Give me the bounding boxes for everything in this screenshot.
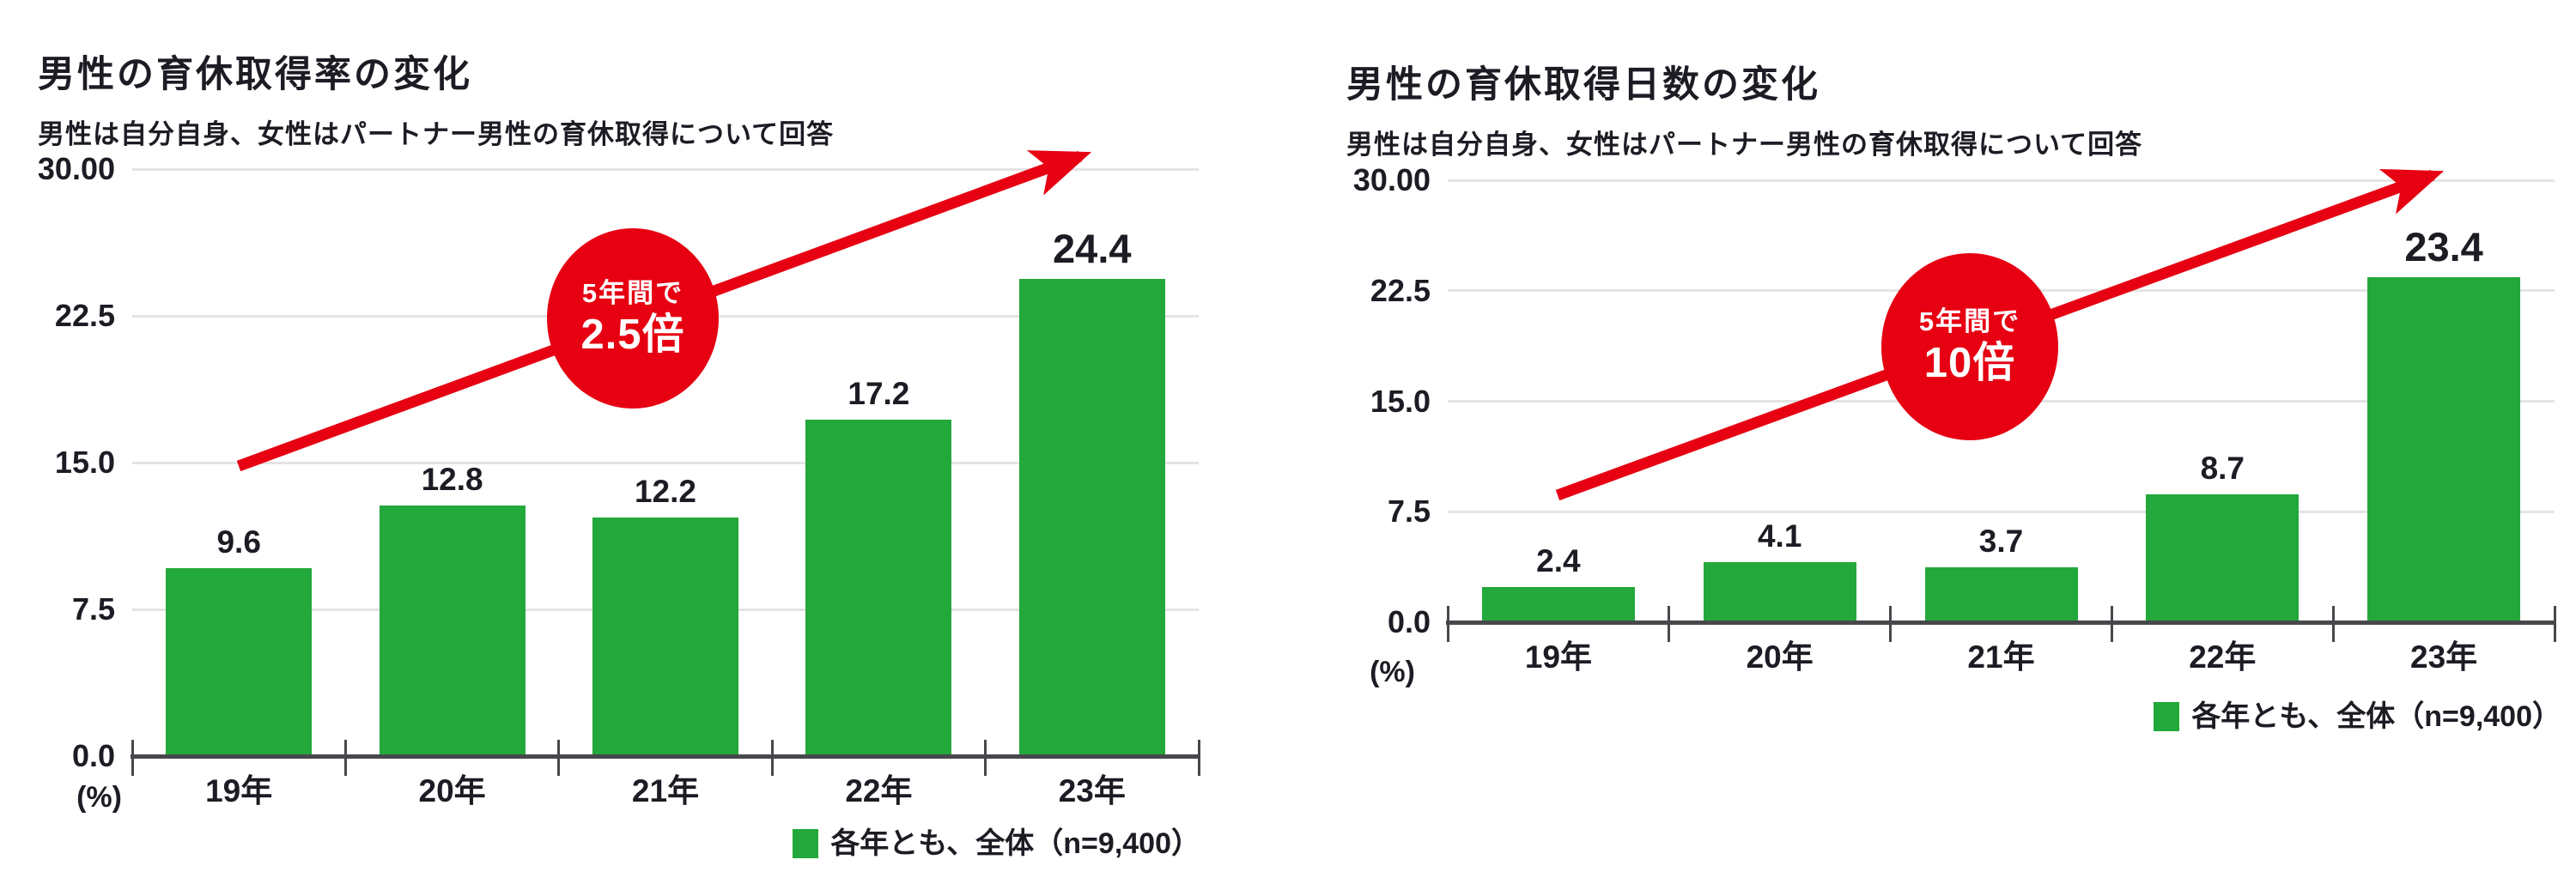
- x-tick-label: 20年: [1746, 639, 1814, 675]
- chart-rate-legend: 各年とも、全体（n=9,400）: [793, 829, 1200, 858]
- x-axis-line: [131, 754, 1200, 759]
- y-tick-label: 15.0: [1370, 383, 1431, 419]
- y-tick-label: 15.0: [54, 445, 115, 480]
- bar-22年: [2146, 493, 2300, 622]
- value-label: 8.7: [2200, 450, 2245, 486]
- legend-swatch: [793, 829, 819, 858]
- y-tick-label: 0.0: [71, 738, 115, 773]
- axis-tick: [2110, 606, 2113, 642]
- chart-days-growth-badge: 5年間で 10倍: [1881, 253, 2058, 440]
- badge-line1: 5年間で: [581, 278, 684, 308]
- legend-label: 各年とも、全体（n=9,400）: [2191, 700, 2561, 733]
- bar-21年: [1924, 567, 2078, 622]
- value-label: 23.4: [2404, 224, 2483, 270]
- x-tick-label: 19年: [205, 773, 273, 808]
- axis-tick: [2553, 606, 2556, 642]
- chart-rate-unit-label: (%): [76, 781, 122, 814]
- x-tick-label: 21年: [1967, 639, 2035, 675]
- y-tick-label: 7.5: [1387, 493, 1431, 530]
- bar-23年: [2367, 277, 2521, 622]
- y-tick-label: 30.00: [1352, 162, 1431, 197]
- axis-tick: [1197, 740, 1200, 776]
- axis-tick: [2331, 606, 2335, 642]
- x-tick-label: 20年: [418, 773, 486, 808]
- axis-tick: [1889, 606, 1893, 642]
- axis-tick: [770, 740, 774, 776]
- x-tick-label: 19年: [1524, 639, 1592, 675]
- value-label: 17.2: [848, 375, 910, 411]
- value-label: 4.1: [1757, 518, 1802, 554]
- bar-21年: [592, 517, 738, 756]
- gridline: [132, 167, 1199, 171]
- axis-tick: [131, 740, 134, 776]
- y-tick-label: 0.0: [1387, 604, 1431, 639]
- x-axis-line: [1446, 620, 2556, 625]
- value-label: 3.7: [1978, 524, 2024, 560]
- bar-22年: [805, 419, 952, 756]
- value-label: 12.2: [634, 473, 696, 509]
- y-tick-label: 7.5: [71, 591, 115, 627]
- axis-tick: [984, 740, 987, 776]
- x-tick-label: 22年: [845, 773, 913, 808]
- legend-swatch: [2154, 702, 2180, 731]
- axis-tick: [343, 740, 347, 776]
- value-label: 24.4: [1053, 225, 1132, 271]
- badge-line1: 5年間で: [1918, 306, 2021, 336]
- bar-20年: [1703, 561, 1856, 622]
- value-label: 12.8: [421, 462, 483, 498]
- axis-tick: [1446, 606, 1449, 642]
- badge-line2: 2.5倍: [580, 311, 685, 358]
- x-tick-label: 22年: [2189, 639, 2257, 675]
- chart-days-subtitle: 男性は自分自身、女性はパートナー男性の育休取得について回答: [1346, 130, 2143, 160]
- axis-tick: [1668, 606, 1671, 642]
- chart-rate-title: 男性の育休取得率の変化: [38, 53, 472, 95]
- y-tick-label: 30.00: [37, 151, 115, 186]
- y-tick-label: 22.5: [54, 298, 115, 333]
- value-label: 2.4: [1536, 542, 1581, 578]
- gridline: [1448, 510, 2555, 513]
- bar-20年: [379, 506, 526, 756]
- value-label: 9.6: [216, 524, 261, 560]
- y-tick-label: 22.5: [1370, 272, 1431, 308]
- chart-days-title: 男性の育休取得日数の変化: [1346, 64, 1820, 106]
- gridline: [1448, 179, 2555, 182]
- chart-rate-subtitle: 男性は自分自身、女性はパートナー男性の育休取得について回答: [38, 119, 835, 149]
- axis-tick: [557, 740, 561, 776]
- chart-days-unit-label: (%): [1370, 656, 1415, 688]
- legend-label: 各年とも、全体（n=9,400）: [830, 827, 1200, 860]
- bar-19年: [166, 568, 313, 756]
- bar-19年: [1481, 586, 1635, 622]
- chart-rate-growth-badge: 5年間で 2.5倍: [547, 228, 719, 409]
- x-tick-label: 23年: [2410, 639, 2478, 675]
- badge-line2: 10倍: [1923, 339, 2016, 386]
- bar-23年: [1018, 278, 1165, 756]
- x-tick-label: 23年: [1058, 773, 1126, 808]
- chart-days-legend: 各年とも、全体（n=9,400）: [2154, 702, 2561, 731]
- x-tick-label: 21年: [631, 773, 700, 808]
